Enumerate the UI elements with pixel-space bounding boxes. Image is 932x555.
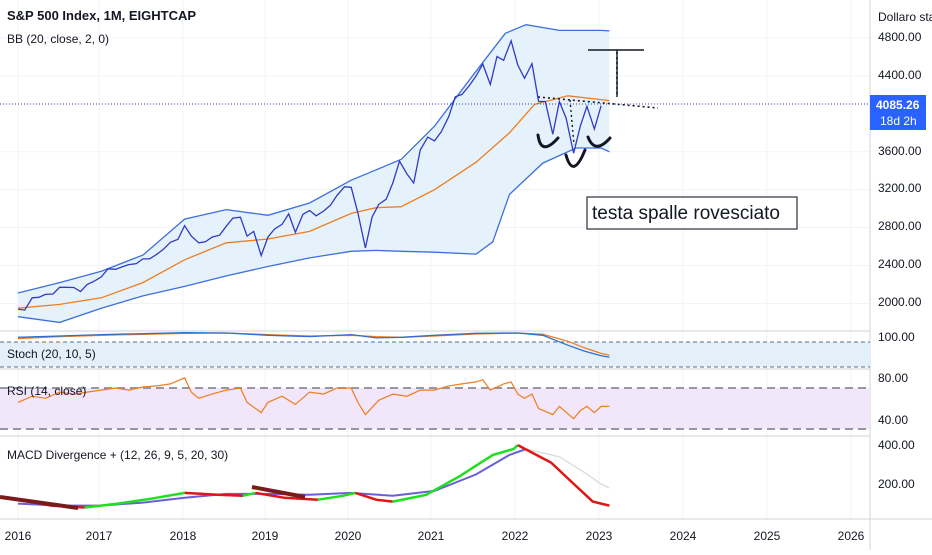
last-price-value: 4085.26 bbox=[876, 98, 920, 112]
rsi-label[interactable]: RSI (14, close) bbox=[7, 384, 86, 398]
bollinger-lower-band bbox=[17, 147, 610, 324]
time-axis-label: 2016 bbox=[5, 529, 32, 543]
left-shoulder-drawing[interactable] bbox=[536, 133, 560, 149]
rsi-line bbox=[17, 377, 610, 420]
time-axis-label: 2026 bbox=[838, 529, 865, 543]
rsi-band-fill bbox=[0, 388, 870, 429]
macd-tick: 400.00 bbox=[878, 438, 915, 452]
time-axis-label: 2022 bbox=[502, 529, 529, 543]
macd-divergence-line bbox=[0, 495, 79, 510]
time-axis-label: 2021 bbox=[418, 529, 445, 543]
time-axis-label: 2020 bbox=[335, 529, 362, 543]
price-tick: 3200.00 bbox=[878, 181, 922, 195]
bollinger-band-fill bbox=[18, 24, 610, 323]
stoch-band-fill bbox=[0, 342, 870, 367]
time-axis-label: 2019 bbox=[252, 529, 279, 543]
macd-segment bbox=[242, 491, 256, 498]
chart-title: S&P 500 Index, 1M, EIGHTCAP bbox=[7, 8, 196, 23]
stoch-k-line bbox=[17, 332, 610, 358]
macd-segment bbox=[392, 444, 519, 503]
time-axis-label: 2017 bbox=[86, 529, 113, 543]
head-drawing[interactable] bbox=[564, 148, 587, 168]
price-tick: 3600.00 bbox=[878, 144, 922, 158]
stoch-tick: 100.00 bbox=[878, 330, 915, 344]
price-line[interactable] bbox=[17, 38, 602, 311]
time-axis-label: 2018 bbox=[170, 529, 197, 543]
bollinger-basis bbox=[17, 95, 610, 309]
rsi-tick: 80.00 bbox=[878, 371, 908, 385]
right-shoulder-drawing[interactable] bbox=[586, 135, 612, 148]
price-unit-label: Dollaro sta bbox=[878, 10, 932, 24]
last-price-tag[interactable] bbox=[870, 95, 926, 130]
price-tick: 2400.00 bbox=[878, 257, 922, 271]
annotation-box[interactable] bbox=[586, 196, 798, 230]
neckline-drawing[interactable] bbox=[537, 96, 659, 109]
macd-segment bbox=[184, 491, 243, 498]
bar-countdown: 18d 2h bbox=[880, 114, 917, 128]
macd-faded-line bbox=[525, 448, 610, 489]
macd-segment bbox=[317, 491, 356, 501]
macd-divergence-line bbox=[251, 485, 306, 499]
macd-segment bbox=[517, 443, 610, 507]
macd-segment bbox=[255, 491, 318, 501]
price-tick: 2800.00 bbox=[878, 219, 922, 233]
annotation-text: testa spalle rovesciato bbox=[592, 203, 780, 224]
macd-tick: 200.00 bbox=[878, 477, 915, 491]
bb-indicator-label[interactable]: BB (20, close, 2, 0) bbox=[7, 32, 109, 46]
bollinger-upper-band bbox=[17, 24, 610, 294]
time-axis-label: 2024 bbox=[670, 529, 697, 543]
time-axis-label: 2023 bbox=[586, 529, 613, 543]
stoch-label[interactable]: Stoch (20, 10, 5) bbox=[7, 347, 96, 361]
stoch-d-line bbox=[17, 332, 610, 356]
price-tick: 2000.00 bbox=[878, 295, 922, 309]
rsi-tick: 40.00 bbox=[878, 413, 908, 427]
macd-label[interactable]: MACD Divergence + (12, 26, 9, 5, 20, 30) bbox=[7, 448, 228, 462]
macd-segment bbox=[355, 491, 393, 503]
macd-segment bbox=[84, 491, 185, 509]
price-tick: 4800.00 bbox=[878, 30, 922, 44]
time-axis[interactable]: 2016 2017 2018 2019 2020 2021 2022 2023 2024 2025… bbox=[5, 529, 865, 543]
time-axis-label: 2025 bbox=[754, 529, 781, 543]
price-tick: 4400.00 bbox=[878, 68, 922, 82]
